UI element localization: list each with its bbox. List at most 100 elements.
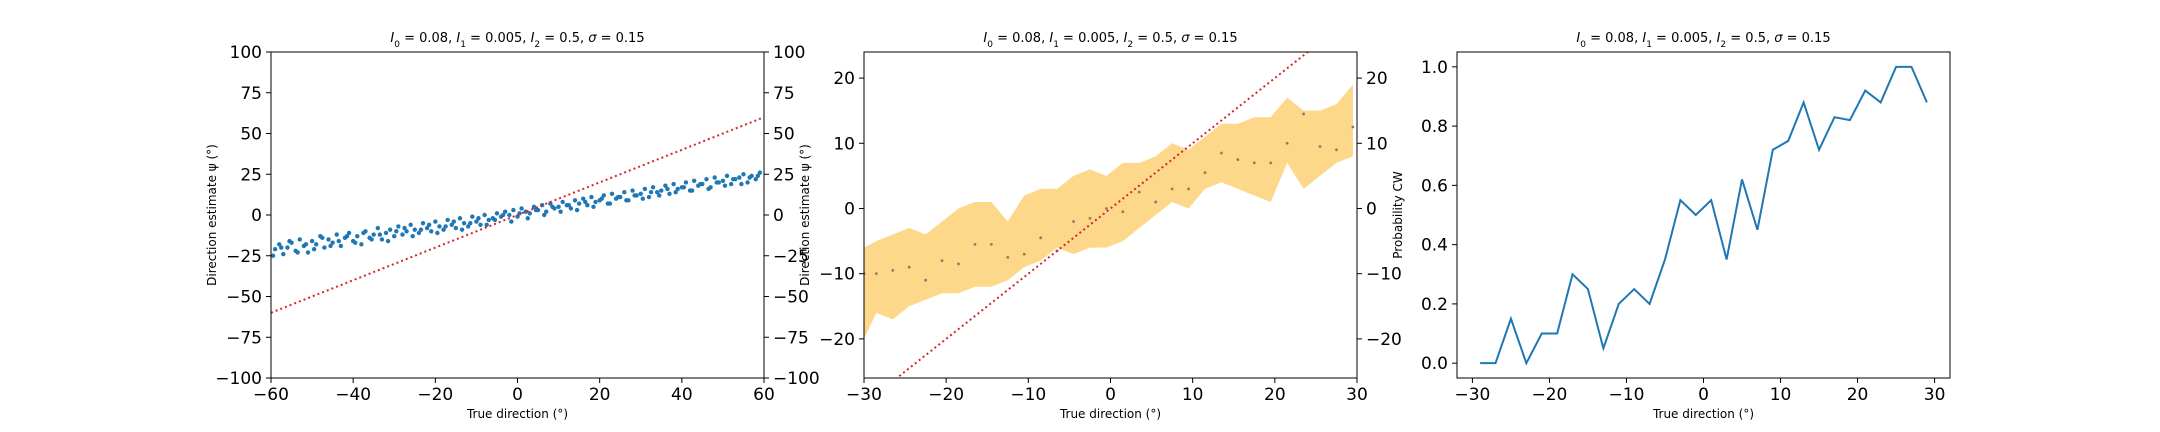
scatter-point xyxy=(424,225,430,231)
x-tick-label: −20 xyxy=(1531,385,1567,405)
scatter-point xyxy=(437,224,442,229)
scatter-point xyxy=(387,227,393,232)
scatter-point xyxy=(706,186,711,192)
y-axis-label: Probability CW xyxy=(1391,171,1405,259)
scatter-point xyxy=(459,227,465,232)
y-tick-label-right: 20 xyxy=(1366,69,1388,89)
scatter-point xyxy=(657,193,662,198)
scatter-point xyxy=(330,240,335,245)
mean-point xyxy=(1203,171,1207,175)
scatter-point xyxy=(576,201,582,206)
scatter-point xyxy=(646,194,652,200)
scatter-point xyxy=(642,186,648,192)
mean-point xyxy=(940,259,944,263)
scatter-point xyxy=(531,204,537,210)
scatter-point xyxy=(599,196,604,201)
mean-point xyxy=(1269,161,1273,165)
scatter-point xyxy=(566,203,572,208)
scatter-point xyxy=(500,212,506,218)
scatter-point xyxy=(630,188,635,193)
mean-point xyxy=(1170,187,1174,191)
scatter-point xyxy=(720,178,726,183)
scatter-point xyxy=(305,250,311,255)
identity-reference-line xyxy=(271,116,764,314)
scatter-point xyxy=(712,175,717,180)
scatter-point xyxy=(724,173,730,179)
scatter-point xyxy=(309,238,315,244)
scatter-point xyxy=(484,222,489,227)
y-tick-label: 0.6 xyxy=(1421,176,1448,196)
scatter-point xyxy=(722,183,728,188)
x-tick-label: −20 xyxy=(417,385,453,405)
scatter-point xyxy=(675,186,680,192)
scatter-point xyxy=(689,188,695,193)
scatter-point xyxy=(560,199,565,205)
x-tick-label: −40 xyxy=(335,385,371,405)
panel-scatter: −60 −40 −20 0 20 40 60−100 −100−75 −75−50 −50−25−… xyxy=(205,31,820,421)
scatter-point xyxy=(297,237,302,242)
y-tick-label: 0.4 xyxy=(1421,236,1448,256)
y-tick-label: 20 xyxy=(833,69,855,89)
scatter-point xyxy=(542,212,547,218)
y-tick-label: −50 xyxy=(226,288,262,308)
scatter-point xyxy=(449,222,454,227)
mean-point xyxy=(1351,125,1355,129)
x-axis-label: True direction (°) xyxy=(466,407,568,421)
scatter-point xyxy=(757,170,763,175)
scatter-point xyxy=(336,238,341,244)
y-tick-label: 75 xyxy=(240,84,262,104)
scatter-point xyxy=(667,191,672,197)
scatter-point xyxy=(544,209,549,214)
scatter-point xyxy=(470,214,475,219)
scatter-point xyxy=(615,194,621,200)
chart-title: I0 = 0.08, I1 = 0.005, I2 = 0.5, σ = 0.1… xyxy=(390,31,644,50)
scatter-point xyxy=(277,242,282,247)
scatter-point xyxy=(533,207,539,213)
scatter-point xyxy=(568,206,574,211)
scatter-point xyxy=(311,247,317,252)
scatter-point xyxy=(486,217,491,223)
scatter-point xyxy=(279,245,284,250)
scatter-point xyxy=(601,193,606,198)
y-tick-label-right: 100 xyxy=(773,43,805,63)
scatter-point xyxy=(704,176,709,182)
scatter-point xyxy=(295,250,300,255)
mean-point xyxy=(874,272,878,276)
chart-title: I0 = 0.08, I1 = 0.005, I2 = 0.5, σ = 0.1… xyxy=(983,31,1237,50)
mean-point xyxy=(1318,145,1322,148)
mean-point xyxy=(1072,220,1075,223)
scatter-point xyxy=(445,217,450,223)
scatter-point xyxy=(326,237,331,242)
y-tick-label: 0 xyxy=(844,199,855,219)
scatter-point xyxy=(745,180,750,185)
scatter-point xyxy=(371,232,376,237)
scatter-point xyxy=(377,232,383,237)
x-axis-label: True direction (°) xyxy=(1652,407,1754,421)
y-tick-label: −100 xyxy=(215,369,262,389)
scatter-point xyxy=(747,175,752,180)
scatter-point xyxy=(492,217,498,223)
y-tick-label: −25 xyxy=(226,247,262,267)
scatter-point xyxy=(511,207,516,213)
scatter-point xyxy=(527,211,533,216)
y-tick-label: 10 xyxy=(833,134,855,154)
scatter-point xyxy=(482,212,487,218)
scatter-point xyxy=(683,180,689,185)
scatter-point xyxy=(412,227,417,232)
scatter-point xyxy=(400,232,405,237)
scatter-point xyxy=(698,181,703,187)
x-tick-label: 0 xyxy=(1698,385,1709,405)
scatter-point xyxy=(663,183,668,188)
mean-point xyxy=(1039,236,1043,240)
scatter-point xyxy=(396,224,401,229)
scatter-point xyxy=(338,243,344,249)
scatter-point xyxy=(509,219,514,224)
y-tick-label: 100 xyxy=(230,43,262,63)
scatter-point xyxy=(416,230,422,236)
scatter-point xyxy=(457,216,463,221)
y-tick-label-right: 75 xyxy=(773,84,795,104)
scatter-point xyxy=(589,194,594,200)
mean-point xyxy=(1137,190,1141,194)
scatter-point xyxy=(369,237,374,242)
